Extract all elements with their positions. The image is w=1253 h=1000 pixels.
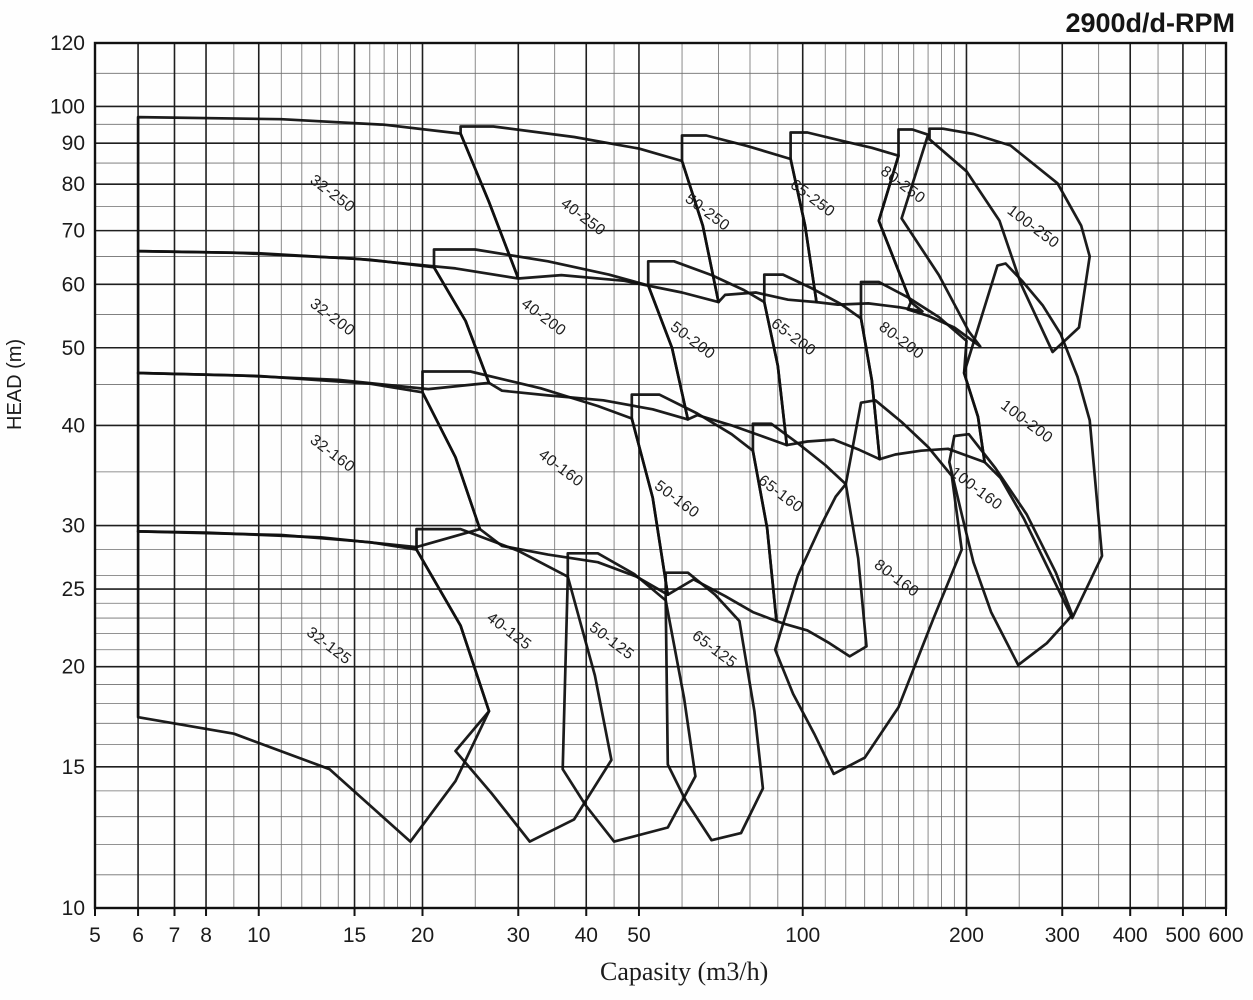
pump-envelope bbox=[561, 551, 697, 843]
pump-envelope bbox=[928, 127, 1092, 354]
x-axis-title: Capasity (m3/h) bbox=[600, 957, 769, 986]
pump-envelope-label: 100-200 bbox=[997, 397, 1055, 447]
x-tick-label: 7 bbox=[169, 924, 181, 947]
pump-envelope-label: 32-160 bbox=[307, 431, 358, 475]
x-tick-label: 500 bbox=[1165, 924, 1200, 947]
y-tick-label: 70 bbox=[62, 220, 85, 243]
y-tick-label: 40 bbox=[62, 414, 85, 437]
pump-envelope-label: 80-160 bbox=[871, 556, 922, 600]
y-tick-label: 60 bbox=[62, 273, 85, 296]
plot-frame bbox=[93, 41, 1228, 910]
y-tick-label: 25 bbox=[62, 578, 85, 601]
chart-title: 2900d/d-RPM bbox=[1065, 8, 1235, 38]
x-tick-label: 200 bbox=[949, 924, 984, 947]
pump-envelope bbox=[664, 571, 765, 842]
pump-envelope-label: 50-125 bbox=[586, 619, 637, 663]
pump-envelope bbox=[947, 432, 1074, 667]
pump-envelope bbox=[136, 371, 482, 549]
pump-envelope-label: 50-160 bbox=[651, 477, 702, 521]
pump-envelope bbox=[415, 527, 613, 843]
x-tick-label: 6 bbox=[132, 924, 144, 947]
x-tick-label: 300 bbox=[1045, 924, 1080, 947]
pump-envelope-label: 100-250 bbox=[1004, 202, 1062, 252]
pump-envelope bbox=[773, 398, 964, 776]
y-tick-label: 50 bbox=[62, 337, 85, 360]
y-tick-label: 90 bbox=[62, 132, 85, 155]
x-tick-label: 400 bbox=[1113, 924, 1148, 947]
y-tick-label: 20 bbox=[62, 656, 85, 679]
x-tick-label: 600 bbox=[1208, 924, 1243, 947]
pump-envelope-label: 40-125 bbox=[483, 609, 534, 653]
pump-envelope-label: 32-200 bbox=[307, 295, 358, 339]
pump-envelope-label: 40-250 bbox=[557, 195, 608, 239]
pump-envelope-label: 80-200 bbox=[876, 318, 927, 362]
y-tick-label: 100 bbox=[50, 95, 85, 118]
x-tick-label: 30 bbox=[507, 924, 530, 947]
y-tick-label: 120 bbox=[50, 32, 85, 55]
pump-envelope-label: 32-125 bbox=[303, 624, 354, 668]
y-tick-label: 80 bbox=[62, 173, 85, 196]
pump-envelope-label: 40-160 bbox=[535, 446, 586, 490]
x-tick-label: 100 bbox=[785, 924, 820, 947]
y-tick-label: 10 bbox=[62, 897, 85, 920]
x-tick-label: 40 bbox=[575, 924, 598, 947]
pump-envelope bbox=[877, 128, 982, 348]
x-tick-label: 5 bbox=[89, 924, 101, 947]
x-tick-label: 20 bbox=[411, 924, 434, 947]
x-tick-label: 8 bbox=[200, 924, 212, 947]
pump-envelope-label: 50-250 bbox=[682, 190, 733, 234]
y-tick-label: 30 bbox=[62, 515, 85, 538]
pump-envelope-label: 32-250 bbox=[307, 172, 358, 216]
pump-envelope-label: 40-200 bbox=[518, 295, 569, 339]
pump-envelope bbox=[751, 422, 868, 658]
pump-envelope-label: 65-250 bbox=[787, 176, 838, 220]
x-tick-label: 10 bbox=[247, 924, 270, 947]
pump-envelope bbox=[962, 262, 1104, 620]
x-tick-label: 15 bbox=[343, 924, 366, 947]
pump-envelope bbox=[136, 530, 491, 843]
x-tick-label: 50 bbox=[627, 924, 650, 947]
y-tick-label: 15 bbox=[62, 756, 85, 779]
